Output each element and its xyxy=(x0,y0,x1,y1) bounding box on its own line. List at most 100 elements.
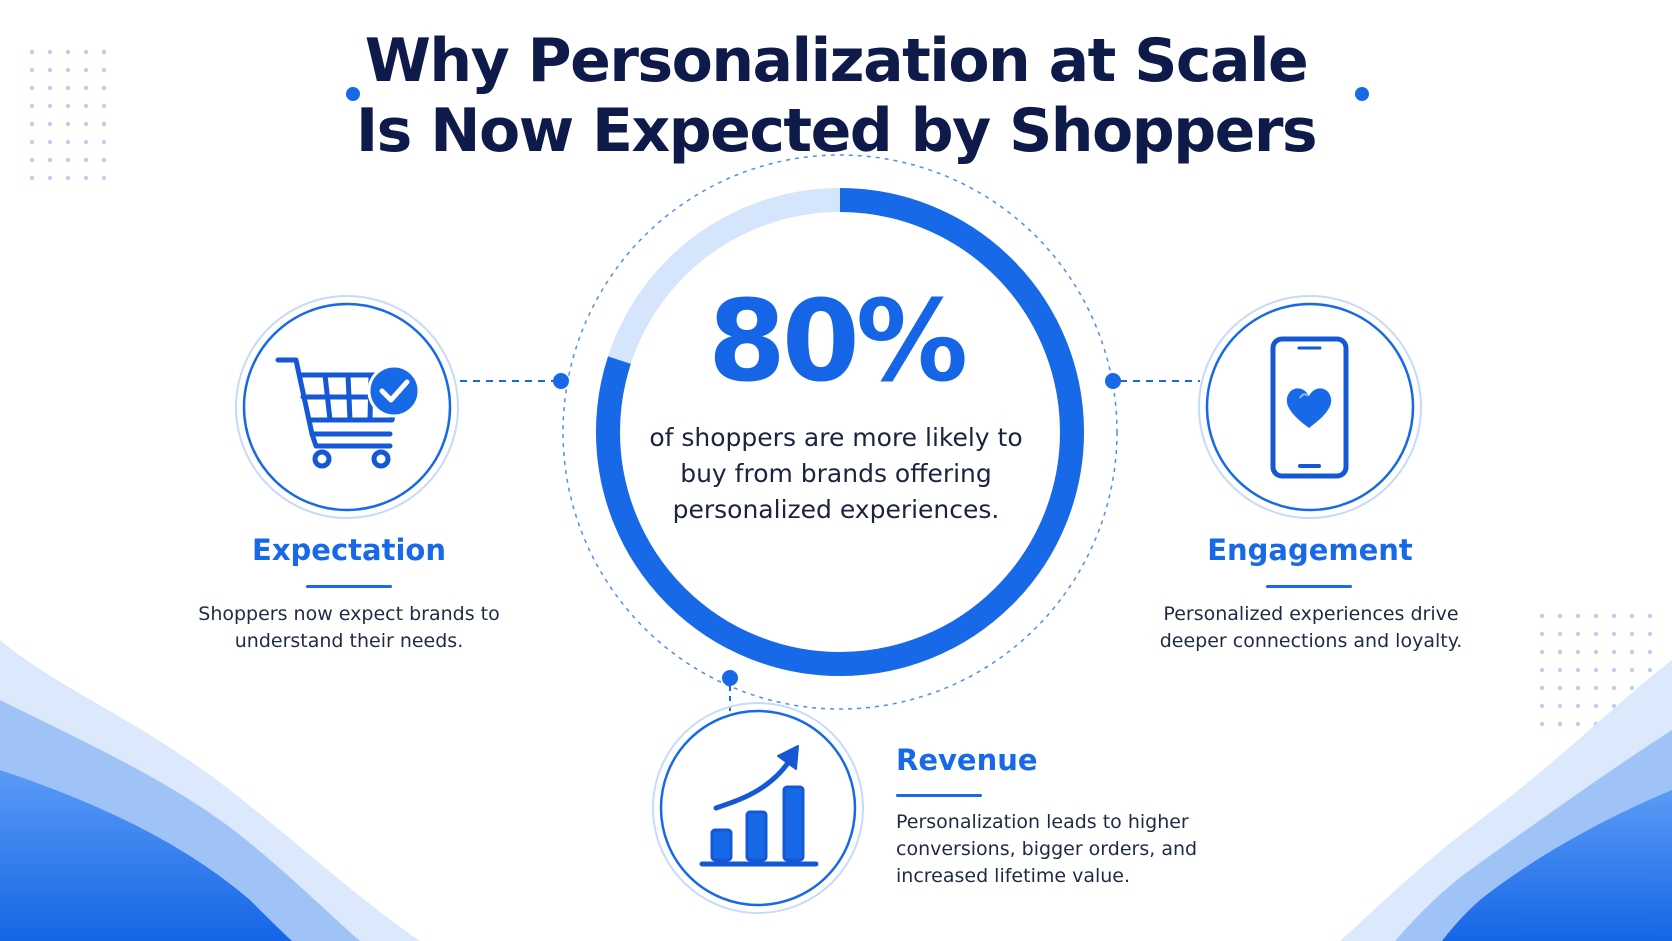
bar-chart-growth-icon xyxy=(699,745,819,867)
smartphone-heart-icon xyxy=(1270,336,1349,479)
decorative-dot xyxy=(1539,721,1545,727)
revenue-icon-badge xyxy=(652,702,864,914)
title-rule-left xyxy=(205,87,360,101)
connector-left xyxy=(460,373,569,389)
decorative-dot xyxy=(1539,703,1545,709)
page-title-line-2: Is Now Expected by Shoppers xyxy=(355,96,1318,166)
decorative-dot xyxy=(83,157,89,163)
decorative-dot xyxy=(1647,613,1653,619)
decorative-dot xyxy=(1593,703,1599,709)
stat-value: 80% xyxy=(707,277,968,407)
decorative-dot xyxy=(1575,613,1581,619)
decorative-dot xyxy=(1629,667,1635,673)
decorative-dot xyxy=(47,67,53,73)
decorative-dot xyxy=(1593,667,1599,673)
progress-ring-fill xyxy=(596,188,1084,676)
wave-bottom-right xyxy=(1340,660,1672,941)
decorative-dot xyxy=(101,139,107,145)
engagement-icon-badge xyxy=(1198,295,1422,519)
decorative-dot xyxy=(47,103,53,109)
decorative-dot xyxy=(1557,631,1563,637)
decorative-dot xyxy=(65,175,71,181)
decorative-dot xyxy=(101,103,107,109)
decorative-dot xyxy=(29,49,35,55)
decorative-dot xyxy=(1575,667,1581,673)
connector-right xyxy=(1105,373,1200,389)
decorative-dot xyxy=(47,49,53,55)
wave-bottom-left xyxy=(0,640,420,941)
decorative-dot xyxy=(1593,631,1599,637)
decorative-dot xyxy=(101,121,107,127)
decorative-dot xyxy=(1557,667,1563,673)
engagement-description: Personalized experiences drive deeper co… xyxy=(1159,603,1463,652)
decorative-dot xyxy=(29,175,35,181)
decorative-dot xyxy=(1611,685,1617,691)
orbit-dashed-circle xyxy=(562,154,1118,710)
decorative-dot xyxy=(1629,631,1635,637)
decorative-dot xyxy=(1647,631,1653,637)
decorative-dot xyxy=(1575,703,1581,709)
decorative-dot xyxy=(29,157,35,163)
decorative-dot xyxy=(1539,631,1545,637)
decorative-dot xyxy=(1611,649,1617,655)
decorative-dot xyxy=(1557,721,1563,727)
decorative-dot xyxy=(101,157,107,163)
stat-caption: of shoppers are more likely to buy from … xyxy=(649,423,1023,524)
decorative-dot xyxy=(65,157,71,163)
decorative-dot xyxy=(1539,649,1545,655)
decorative-dot xyxy=(29,85,35,91)
progress-ring xyxy=(596,188,1084,676)
decorative-dot xyxy=(47,175,53,181)
engagement-underline xyxy=(1266,585,1352,588)
decorative-dot xyxy=(83,67,89,73)
decorative-dot xyxy=(101,49,107,55)
decorative-dot xyxy=(65,121,71,127)
decorative-dot xyxy=(65,139,71,145)
decorative-dot xyxy=(1575,631,1581,637)
decorative-dot xyxy=(1575,721,1581,727)
decorative-dot xyxy=(1629,685,1635,691)
expectation-description: Shoppers now expect brands to understand… xyxy=(198,603,500,652)
decorative-dot xyxy=(1611,703,1617,709)
expectation-underline xyxy=(306,585,392,588)
decorative-dot xyxy=(65,85,71,91)
decorative-dot xyxy=(1629,613,1635,619)
decorative-dot xyxy=(1557,685,1563,691)
decorative-dot xyxy=(1611,631,1617,637)
decorative-dot xyxy=(47,157,53,163)
decorative-dot xyxy=(65,67,71,73)
checkmark-badge-icon xyxy=(367,364,421,418)
decorative-dot xyxy=(1575,649,1581,655)
decorative-dot xyxy=(65,49,71,55)
decorative-dot xyxy=(1575,685,1581,691)
decorative-dot xyxy=(101,85,107,91)
decorative-dot xyxy=(1539,685,1545,691)
title-rule-right xyxy=(1355,87,1500,101)
page-title-line-1: Why Personalization at Scale xyxy=(364,26,1309,96)
decorative-dot xyxy=(83,175,89,181)
decorative-dot xyxy=(83,103,89,109)
decorative-dot xyxy=(1647,649,1653,655)
decorative-dot xyxy=(1539,667,1545,673)
decorative-dot xyxy=(1557,649,1563,655)
dot-grid-top-left xyxy=(29,49,107,181)
decorative-dot xyxy=(101,175,107,181)
decorative-dot xyxy=(1593,649,1599,655)
decorative-dot xyxy=(83,49,89,55)
expectation-icon-badge xyxy=(235,295,459,519)
decorative-dot xyxy=(29,103,35,109)
decorative-dot xyxy=(47,139,53,145)
decorative-dot xyxy=(101,67,107,73)
decorative-dot xyxy=(65,103,71,109)
decorative-dot xyxy=(1539,613,1545,619)
decorative-dot xyxy=(29,121,35,127)
decorative-dot xyxy=(83,139,89,145)
decorative-dot xyxy=(47,85,53,91)
engagement-title: Engagement xyxy=(1207,533,1413,567)
revenue-description: Personalization leads to higher conversi… xyxy=(896,811,1198,887)
decorative-dot xyxy=(1557,613,1563,619)
decorative-dot xyxy=(47,121,53,127)
decorative-dot xyxy=(29,67,35,73)
